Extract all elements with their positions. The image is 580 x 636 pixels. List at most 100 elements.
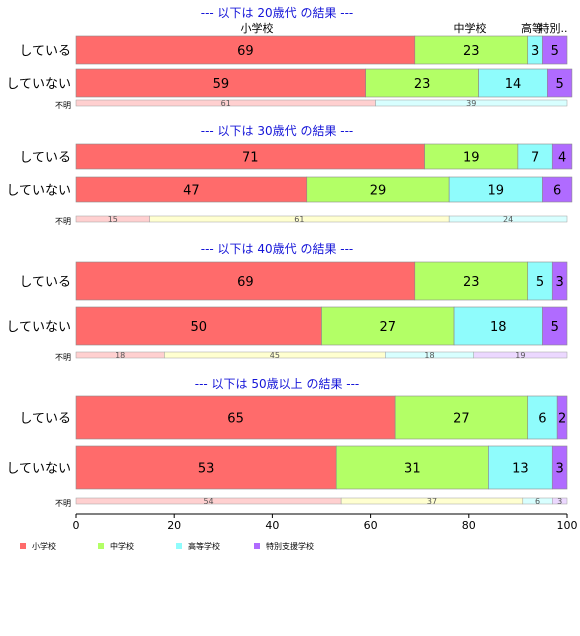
bar-segment (306, 176, 450, 203)
unknown-data-label: 61 (221, 99, 231, 108)
data-label: 69 (237, 44, 254, 59)
unknown-data-label: 15 (108, 215, 118, 224)
unknown-segment (473, 351, 568, 359)
bar-segment (75, 261, 416, 301)
bar-segment (542, 35, 568, 65)
unknown-data-label: 61 (294, 215, 304, 224)
unknown-segment (552, 497, 568, 505)
bar-segment (527, 395, 558, 440)
bar-segment (414, 261, 529, 301)
legend-swatch (98, 543, 104, 549)
data-label: 18 (490, 320, 507, 335)
data-label: 47 (183, 184, 200, 199)
data-label: 69 (237, 275, 254, 290)
data-label: 59 (213, 77, 230, 92)
unknown-data-label: 39 (466, 99, 476, 108)
unknown-data-label: 24 (503, 215, 513, 224)
unknown-label: 不明 (55, 101, 71, 110)
data-label: 50 (190, 320, 207, 335)
data-label: 6 (553, 184, 561, 199)
data-label: 23 (463, 44, 480, 59)
row-label: している (19, 412, 71, 427)
bar-segment (75, 68, 366, 98)
unknown-data-label: 19 (515, 351, 525, 360)
category-header-label: 特別.. (539, 21, 568, 35)
row-label: していない (6, 462, 71, 477)
data-label: 23 (414, 77, 431, 92)
data-label: 27 (453, 412, 470, 427)
data-label: 5 (536, 275, 544, 290)
panel-title: --- 以下は 30歳代 の結果 --- (201, 124, 354, 138)
unknown-data-label: 45 (270, 351, 280, 360)
legend-label: 高等学校 (188, 541, 220, 551)
bar-segment (75, 395, 396, 440)
panel-title: --- 以下は 40歳代 の結果 --- (201, 242, 354, 256)
bar-segment (517, 143, 553, 170)
row-label: している (19, 275, 71, 290)
legend-label: 中学校 (110, 541, 134, 551)
unknown-segment (448, 215, 568, 223)
bar-segment (551, 445, 568, 490)
bar-segment (335, 445, 489, 490)
panel-title: --- 以下は 50歳以上 の結果 --- (195, 377, 360, 391)
data-label: 5 (551, 320, 559, 335)
data-label: 2 (558, 412, 566, 427)
unknown-label: 不明 (55, 499, 71, 508)
data-label: 27 (380, 320, 397, 335)
bar-segment (394, 395, 529, 440)
row-label: していない (6, 184, 71, 199)
bar-segment (547, 68, 573, 98)
panel-title: --- 以下は 20歳代 の結果 --- (201, 6, 354, 20)
bar-segment (542, 306, 568, 346)
x-tick-label: 40 (265, 519, 279, 532)
category-header-label: 高等 (521, 21, 543, 35)
data-label: 3 (555, 275, 563, 290)
data-label: 5 (555, 77, 563, 92)
bar-segment (75, 35, 416, 65)
bar-segment (542, 176, 573, 203)
unknown-data-label: 6 (535, 497, 540, 506)
legend-swatch (20, 543, 26, 549)
legend-swatch (176, 543, 182, 549)
data-label: 23 (463, 275, 480, 290)
bar-segment (321, 306, 455, 346)
data-label: 5 (551, 44, 559, 59)
data-label: 4 (558, 151, 566, 166)
legend-label: 特別支援学校 (266, 541, 314, 551)
data-label: 65 (227, 412, 244, 427)
legend-label: 小学校 (32, 541, 56, 551)
row-label: している (19, 44, 71, 59)
unknown-data-label: 18 (115, 351, 125, 360)
data-label: 7 (531, 151, 539, 166)
row-label: していない (6, 320, 71, 335)
data-label: 71 (242, 151, 259, 166)
bar-segment (75, 306, 322, 346)
legend-swatch (254, 543, 260, 549)
bar-segment (478, 68, 548, 98)
bar-segment (488, 445, 553, 490)
x-tick-label: 100 (557, 519, 578, 532)
bar-segment (75, 143, 425, 170)
unknown-label: 不明 (55, 353, 71, 362)
category-header-label: 小学校 (241, 21, 274, 35)
data-label: 3 (555, 462, 563, 477)
data-label: 19 (488, 184, 505, 199)
bar-segment (414, 35, 529, 65)
unknown-data-label: 18 (424, 351, 434, 360)
unknown-data-label: 54 (203, 497, 213, 506)
bar-segment (365, 68, 479, 98)
bar-segment (551, 143, 573, 170)
category-header-label: 中学校 (454, 21, 487, 35)
data-label: 19 (463, 151, 480, 166)
bar-segment (424, 143, 519, 170)
x-tick-label: 60 (364, 519, 378, 532)
unknown-data-label: 37 (427, 497, 437, 506)
data-label: 14 (505, 77, 522, 92)
data-label: 13 (512, 462, 529, 477)
bar-segment (556, 395, 568, 440)
data-label: 31 (404, 462, 421, 477)
data-label: 3 (531, 44, 539, 59)
row-label: していない (6, 77, 71, 92)
bar-segment (551, 261, 568, 301)
